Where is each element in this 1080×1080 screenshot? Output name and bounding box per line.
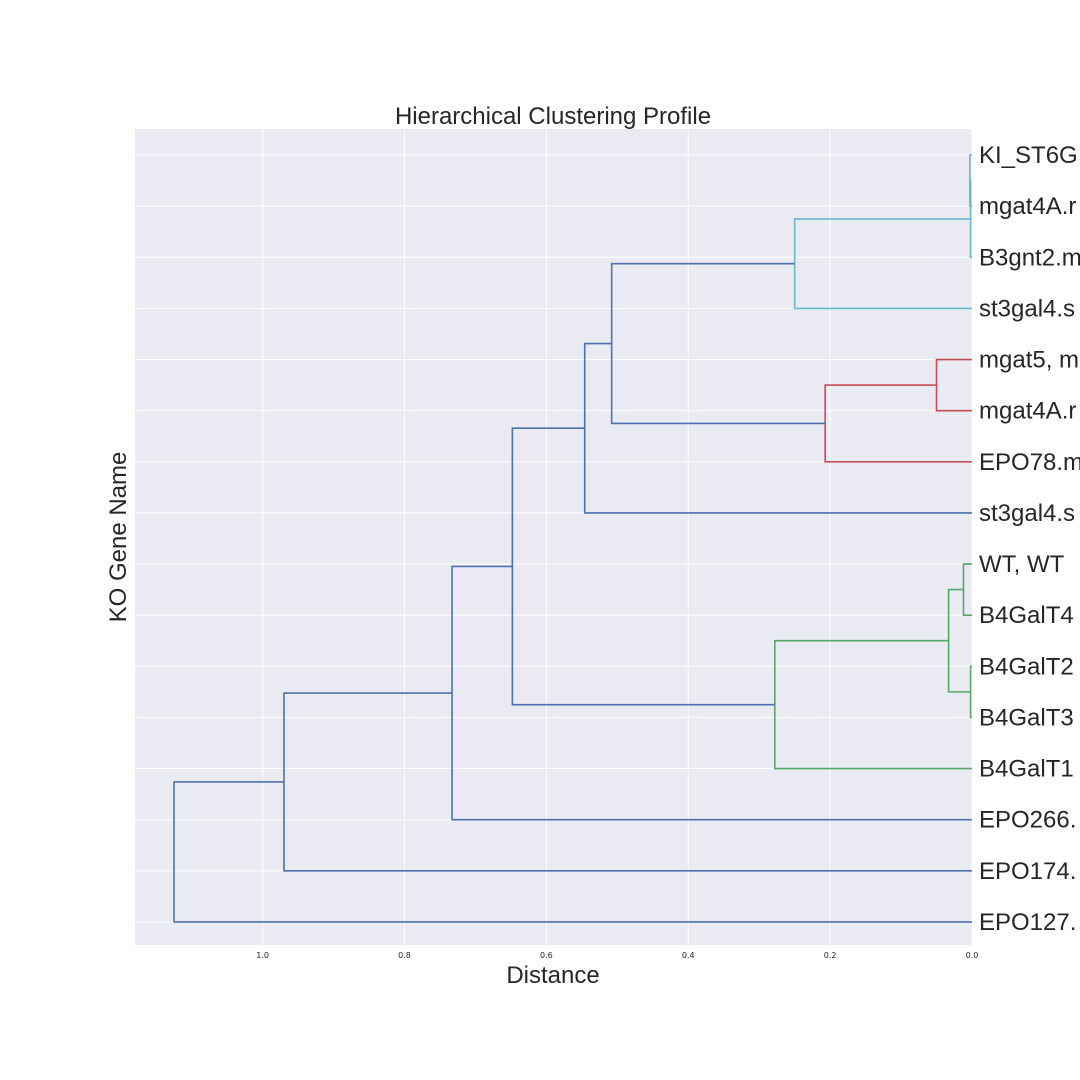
leaf-label: mgat5, m (979, 347, 1079, 374)
leaf-label: B4GalT1 (979, 756, 1074, 783)
leaf-label: B4GalT3 (979, 704, 1074, 731)
plot-background (135, 129, 972, 945)
x-tick-label: 0.6 (540, 951, 553, 960)
dendrogram-link-n3 (935, 358, 972, 412)
x-axis-label: Distance (506, 962, 599, 989)
leaf-label: B3gnt2.m (979, 244, 1080, 271)
y-axis-label: KO Gene Name (105, 452, 132, 623)
leaf-label: mgat4A.r (979, 193, 1076, 220)
x-tick-label: 0.0 (966, 951, 979, 960)
leaf-label: B4GalT4 (979, 602, 1074, 629)
dendrogram-link-n12 (451, 565, 972, 821)
dendrogram-links (173, 154, 972, 923)
x-tick-label: 0.8 (398, 951, 411, 960)
leaf-label: EPO127. (979, 909, 1076, 936)
leaf-label: EPO78.m (979, 449, 1080, 476)
leaf-label: B4GalT2 (979, 653, 1074, 680)
x-tick-label: 0.4 (682, 951, 695, 960)
chart-title: Hierarchical Clustering Profile (395, 103, 711, 130)
x-tick-label: 0.2 (824, 951, 837, 960)
dendrogram-link-n13 (283, 692, 972, 872)
x-tick-label: 1.0 (256, 951, 269, 960)
leaf-label: WT, WT (979, 551, 1065, 578)
leaf-label: EPO266. (979, 807, 1076, 834)
leaf-label: mgat4A.r (979, 398, 1076, 425)
leaf-label: st3gal4.s (979, 295, 1075, 322)
dendrogram-link-n14 (173, 781, 972, 923)
x-tick-labels: 1.0 0.8 0.6 0.4 0.2 0.0 (256, 951, 978, 960)
leaf-label: KI_ST6G (979, 142, 1078, 169)
leaf-labels: KI_ST6G mgat4A.r B3gnt2.m st3gal4.s mgat5, m… (979, 142, 1080, 936)
leaf-label: EPO174. (979, 858, 1076, 885)
leaf-label: st3gal4.s (979, 500, 1075, 527)
